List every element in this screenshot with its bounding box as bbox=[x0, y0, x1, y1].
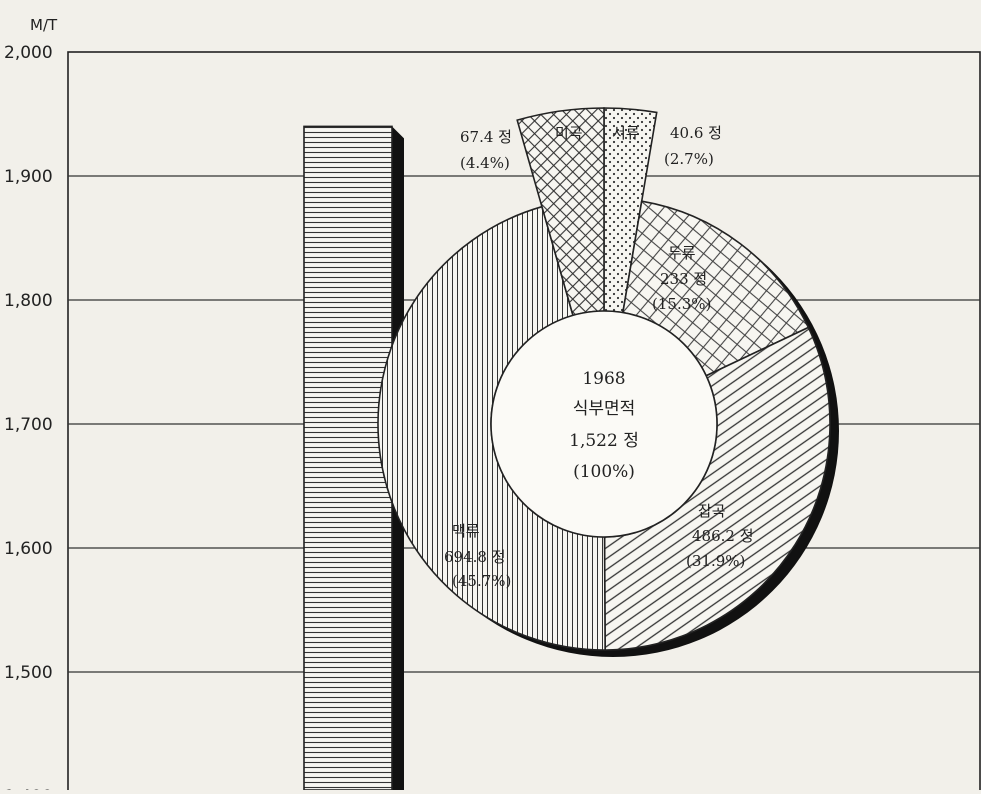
y-tick-label: 1,500 bbox=[4, 663, 53, 683]
label-japgok-name: 잡곡 bbox=[698, 502, 726, 520]
label-japgok-percent: (31.9%) bbox=[686, 552, 745, 570]
y-tick-label: 1,900 bbox=[4, 167, 53, 187]
label-duryu-percent: (15.3%) bbox=[652, 295, 711, 313]
label-maekryu-name: 맥류 bbox=[452, 522, 480, 540]
label-migok-value: 67.4 정 bbox=[460, 128, 512, 146]
donut-hole bbox=[490, 310, 718, 538]
y-tick-label: 1,800 bbox=[4, 291, 53, 311]
y-tick-label: 2,000 bbox=[4, 43, 53, 63]
label-migok-percent: (4.4%) bbox=[460, 154, 510, 172]
y-axis-unit: M/T bbox=[30, 16, 58, 34]
label-seoryu-name: 서류 bbox=[612, 124, 640, 142]
donut-center: 1968 식부면적 1,522 정 (100%) bbox=[569, 369, 639, 482]
label-duryu-name: 두류 bbox=[668, 244, 696, 262]
slice-labels: 67.4 정 (4.4%) 미곡 서류 40.6 정 (2.7%) 두류 233… bbox=[444, 124, 754, 590]
center-percent: (100%) bbox=[573, 462, 635, 482]
label-seoryu-percent: (2.7%) bbox=[664, 150, 714, 168]
y-tick-label: 1,600 bbox=[4, 539, 53, 559]
label-duryu-value: 233 정 bbox=[660, 270, 707, 288]
center-title: 식부면적 bbox=[573, 399, 636, 419]
label-japgok-value: 486.2 정 bbox=[692, 527, 754, 545]
bar bbox=[303, 125, 393, 791]
center-year: 1968 bbox=[582, 369, 625, 389]
label-seoryu-value: 40.6 정 bbox=[670, 124, 722, 142]
label-maekryu-percent: (45.7%) bbox=[452, 572, 511, 590]
center-total: 1,522 정 bbox=[569, 431, 639, 451]
label-maekryu-value: 694.8 정 bbox=[444, 548, 506, 566]
y-tick-label: 1,700 bbox=[4, 415, 53, 435]
donut-layer bbox=[377, 107, 839, 657]
label-migok-name: 미곡 bbox=[555, 124, 583, 142]
